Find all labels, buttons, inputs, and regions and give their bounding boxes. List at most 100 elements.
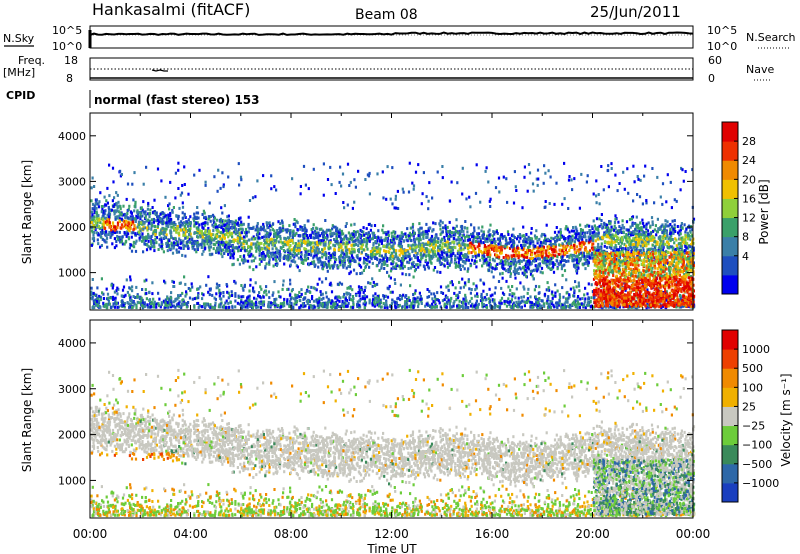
heatmap-cell [160,244,163,248]
heatmap-cell [619,245,622,249]
heatmap-cell [249,300,252,304]
heatmap-cell [269,241,272,245]
heatmap-cell [633,237,636,241]
heatmap-cell [338,260,342,264]
heatmap-cell [678,305,681,309]
heatmap-cell [423,267,427,271]
heatmap-cell [204,231,207,234]
heatmap-cell [550,257,553,260]
heatmap-cell [96,224,99,228]
heatmap-cell [565,297,568,301]
heatmap-cell [335,241,338,245]
heatmap-cell [461,253,464,257]
heatmap-cell [432,247,435,251]
heatmap-cell [645,227,648,231]
heatmap-cell [310,250,313,254]
heatmap-cell [623,235,626,239]
heatmap-cell [324,242,327,246]
heatmap-cell [378,268,381,272]
heatmap-cell [381,228,384,232]
heatmap-cell [93,231,96,234]
heatmap-cell [203,216,206,220]
heatmap-cell [495,267,498,270]
heatmap-cell [561,264,564,268]
heatmap-cell [161,228,164,232]
heatmap-cell [140,235,143,239]
heatmap-cell [474,251,477,255]
heatmap-cell [516,248,519,252]
heatmap-cell [655,233,658,237]
heatmap-cell [316,251,319,255]
heatmap-cell [684,230,687,234]
heatmap-cell [525,261,528,265]
heatmap-cell [496,237,500,241]
heatmap-cell [141,288,144,291]
heatmap-cell [457,231,460,235]
heatmap-cell [601,236,605,240]
heatmap-cell [650,247,653,251]
heatmap-cell [541,245,544,249]
heatmap-cell [191,237,194,241]
heatmap-cell [393,236,396,239]
heatmap-cell [661,244,664,248]
heatmap-cell [505,253,508,257]
heatmap-cell [265,248,269,252]
heatmap-cell [400,251,403,255]
heatmap-cell [287,229,290,233]
heatmap-cell [208,229,211,233]
heatmap-cell [348,298,351,301]
heatmap-cell [578,247,581,251]
heatmap-cell [236,222,239,226]
nsky-tick-high: 10^5 [52,24,82,37]
heatmap-cell [107,210,111,214]
heatmap-cell [492,247,495,251]
heatmap-cell [554,245,557,249]
heatmap-cell [637,255,640,259]
heatmap-cell [133,209,136,213]
heatmap-cell [158,243,161,247]
heatmap-cell [631,298,634,302]
heatmap-cell [688,262,691,266]
heatmap-cell [239,242,243,246]
heatmap-cell [240,220,243,224]
heatmap-cell [506,256,509,260]
heatmap-cell [98,218,101,222]
heatmap-cell [551,256,554,260]
heatmap-cell [479,239,482,243]
heatmap-cell [346,248,349,252]
heatmap-cell [271,253,274,257]
heatmap-cell [579,228,583,231]
heatmap-cell [435,254,438,258]
heatmap-cell [686,241,689,245]
heatmap-cell [500,245,503,249]
heatmap-cell [97,225,101,228]
heatmap-cell [498,239,501,243]
heatmap-cell [600,219,603,222]
heatmap-cell [592,234,595,238]
heatmap-cell [308,252,311,256]
heatmap-cell [518,254,521,258]
heatmap-cell [117,235,121,239]
heatmap-cell [470,245,473,249]
heatmap-cell [488,250,491,254]
heatmap-cell [173,241,176,245]
heatmap-cell [182,228,186,232]
heatmap-cell [217,305,220,309]
heatmap-cell [352,301,355,305]
heatmap-cell [232,256,235,260]
heatmap-cell [485,293,488,296]
heatmap-cell [100,210,103,214]
heatmap-cell [427,240,430,244]
heatmap-cell [481,234,484,238]
heatmap-cell [641,218,644,222]
heatmap-cell [687,237,690,241]
heatmap-cell [220,226,223,229]
heatmap-cell [104,220,107,224]
heatmap-cell [680,258,683,262]
heatmap-cell [479,258,482,262]
heatmap-cell [517,235,520,239]
heatmap-cell [247,222,250,226]
heatmap-cell [526,255,529,259]
heatmap-cell [181,223,184,227]
